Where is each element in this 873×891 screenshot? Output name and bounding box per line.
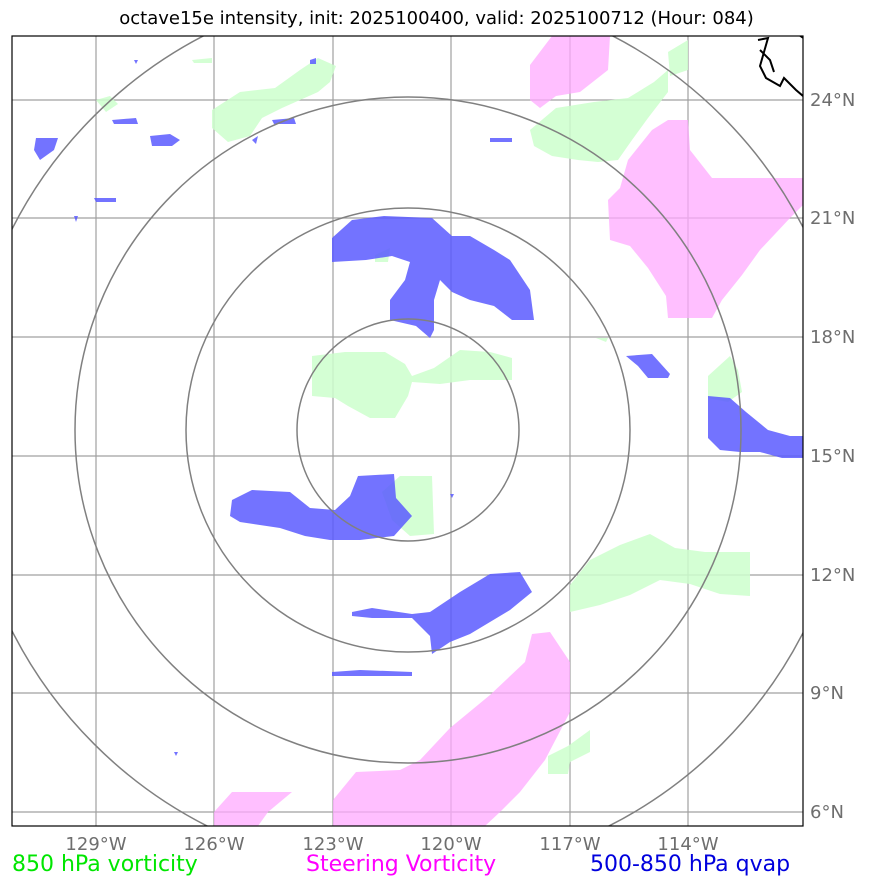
lat-label-24n: 24°N bbox=[810, 90, 855, 111]
lat-label-6n: 6°N bbox=[810, 802, 844, 823]
vorticity-850-contours bbox=[96, 40, 750, 774]
lon-label-120w: 120°W bbox=[420, 834, 481, 855]
steering-vorticity-contours bbox=[214, 36, 803, 826]
range-rings bbox=[12, 36, 803, 826]
lon-label-123w: 123°W bbox=[302, 834, 363, 855]
lon-label-117w: 117°W bbox=[539, 834, 600, 855]
lat-label-18n: 18°N bbox=[810, 327, 855, 348]
lon-label-126w: 126°W bbox=[183, 834, 244, 855]
lon-label-129w: 129°W bbox=[65, 834, 126, 855]
latitude-labels: 24°N 21°N 18°N 15°N 12°N 9°N 6°N bbox=[810, 90, 855, 823]
longitude-labels: 129°W 126°W 123°W 120°W 117°W 114°W bbox=[65, 834, 718, 855]
lat-label-12n: 12°N bbox=[810, 565, 855, 586]
lat-label-15n: 15°N bbox=[810, 446, 855, 467]
legend-steering-vorticity: Steering Vorticity bbox=[306, 852, 497, 877]
legend-850-vorticity: 850 hPa vorticity bbox=[12, 852, 198, 877]
lat-label-9n: 9°N bbox=[810, 683, 844, 704]
legend-qvap: 500-850 hPa qvap bbox=[590, 852, 791, 877]
map-frame bbox=[11, 35, 804, 827]
qvap-contours bbox=[34, 58, 803, 756]
map-title: octave15e intensity, init: 2025100400, v… bbox=[119, 8, 754, 29]
lat-label-21n: 21°N bbox=[810, 208, 855, 229]
lon-label-114w: 114°W bbox=[657, 834, 718, 855]
coastline bbox=[757, 36, 803, 97]
